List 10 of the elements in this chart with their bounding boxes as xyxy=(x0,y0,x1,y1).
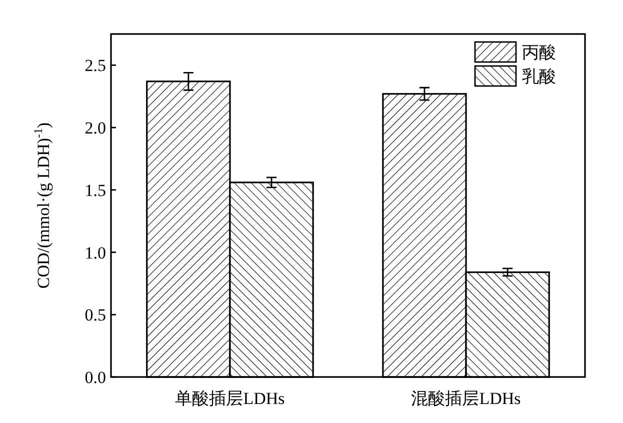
y-tick-label: 0.5 xyxy=(84,306,106,325)
y-tick-label: 1.0 xyxy=(84,243,106,262)
y-tick-label: 2.0 xyxy=(84,118,106,138)
y-tick-label: 1.5 xyxy=(84,180,106,200)
legend-label: 乳酸 xyxy=(522,67,556,86)
x-tick-label: 混酸插层LDHs xyxy=(411,389,521,408)
legend-label: 丙酸 xyxy=(522,43,556,62)
y-tick-label: 0.0 xyxy=(84,368,106,387)
y-tick-label: 2.5 xyxy=(84,56,106,76)
x-tick-label: 单酸插层LDHs xyxy=(175,389,285,408)
